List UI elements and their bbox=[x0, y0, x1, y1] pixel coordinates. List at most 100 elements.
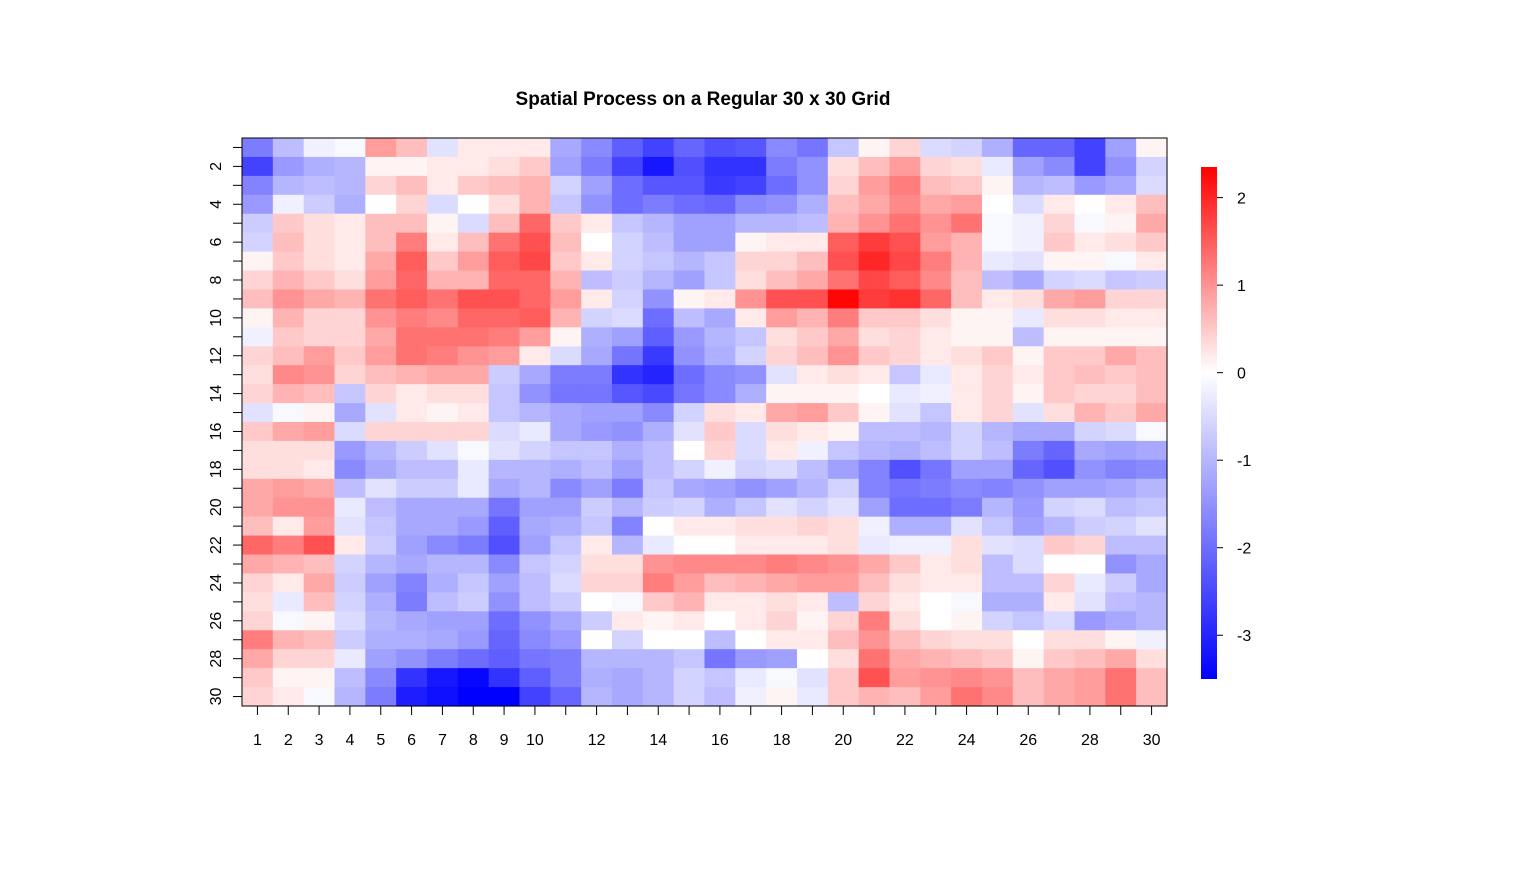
heatmap-cell bbox=[920, 630, 952, 650]
heatmap-cell bbox=[519, 573, 551, 593]
heatmap-cell bbox=[704, 535, 736, 556]
heatmap-cell bbox=[272, 478, 305, 499]
heatmap-cell bbox=[1136, 138, 1168, 158]
heatmap-cell bbox=[1105, 270, 1137, 291]
heatmap-cell bbox=[550, 327, 582, 347]
heatmap-cell bbox=[642, 308, 675, 328]
heatmap-cell bbox=[704, 308, 736, 328]
heatmap-cell bbox=[889, 251, 921, 272]
heatmap-cell bbox=[1012, 251, 1045, 272]
heatmap-cell bbox=[889, 497, 921, 518]
heatmap-cell bbox=[1012, 156, 1045, 177]
heatmap-cell bbox=[1012, 554, 1045, 575]
heatmap-cell bbox=[1043, 687, 1076, 707]
heatmap-cell bbox=[920, 213, 952, 234]
heatmap-cell bbox=[766, 175, 798, 196]
heatmap-cell bbox=[766, 440, 798, 461]
heatmap-cell bbox=[365, 422, 397, 442]
heatmap-cell bbox=[1074, 194, 1106, 215]
heatmap-cell bbox=[550, 459, 582, 480]
heatmap-cell bbox=[272, 194, 305, 215]
heatmap-cell bbox=[396, 365, 428, 385]
heatmap-cell bbox=[1074, 554, 1106, 575]
heatmap-cell bbox=[334, 384, 366, 404]
heatmap-cell bbox=[735, 497, 767, 518]
heatmap-cell bbox=[1012, 535, 1045, 556]
heatmap-cell bbox=[242, 327, 274, 347]
heatmap-cell bbox=[365, 668, 397, 688]
heatmap-cell bbox=[673, 516, 706, 537]
heatmap-cell bbox=[704, 440, 736, 461]
heatmap-cell bbox=[1105, 497, 1137, 518]
heatmap-cell bbox=[704, 687, 736, 707]
heatmap-cell bbox=[396, 649, 428, 669]
heatmap-cell bbox=[242, 573, 274, 593]
heatmap-cell bbox=[1043, 478, 1076, 499]
heatmap-cell bbox=[951, 156, 983, 177]
heatmap-cell bbox=[365, 440, 397, 461]
heatmap-cell bbox=[827, 403, 860, 423]
heatmap-cell bbox=[889, 138, 921, 158]
heatmap-cell bbox=[982, 403, 1014, 423]
heatmap-cell bbox=[457, 384, 490, 404]
heatmap-cell bbox=[704, 232, 736, 253]
heatmap-cell bbox=[1074, 535, 1106, 556]
heatmap-cell bbox=[1012, 630, 1045, 650]
heatmap-cell bbox=[797, 649, 829, 669]
heatmap-cell bbox=[1043, 346, 1076, 366]
heatmap-cell bbox=[951, 270, 983, 291]
heatmap-cell bbox=[303, 592, 336, 612]
heatmap-cell bbox=[488, 516, 521, 537]
heatmap-cell bbox=[1105, 308, 1137, 328]
heatmap-cell bbox=[797, 630, 829, 650]
heatmap-cell bbox=[365, 327, 397, 347]
heatmap-cell bbox=[1105, 251, 1137, 272]
heatmap-cell bbox=[550, 554, 582, 575]
heatmap-cell bbox=[488, 213, 521, 234]
heatmap-cell bbox=[827, 630, 860, 650]
heatmap-cell bbox=[457, 213, 490, 234]
heatmap-cell bbox=[488, 649, 521, 669]
heatmap-cell bbox=[1043, 308, 1076, 328]
heatmap-cell bbox=[581, 175, 613, 196]
heatmap-cell bbox=[519, 554, 551, 575]
heatmap-cell bbox=[1012, 327, 1045, 347]
heatmap-cell bbox=[920, 497, 952, 518]
heatmap-cell bbox=[642, 327, 675, 347]
heatmap-cell bbox=[1074, 422, 1106, 442]
heatmap-cell bbox=[1012, 649, 1045, 669]
heatmap-cell bbox=[797, 308, 829, 328]
heatmap-cell bbox=[982, 554, 1014, 575]
heatmap-cell bbox=[858, 554, 891, 575]
heatmap-cell bbox=[334, 516, 366, 537]
heatmap-cell bbox=[1074, 592, 1106, 612]
heatmap-cell bbox=[488, 327, 521, 347]
heatmap-cell bbox=[272, 554, 305, 575]
heatmap-cell bbox=[427, 327, 459, 347]
heatmap-cell bbox=[457, 592, 490, 612]
heatmap-cell bbox=[858, 403, 891, 423]
heatmap-cell bbox=[951, 459, 983, 480]
heatmap-cell bbox=[642, 592, 675, 612]
heatmap-cell bbox=[1136, 308, 1168, 328]
heatmap-cell bbox=[1136, 630, 1168, 650]
heatmap-cell bbox=[1074, 251, 1106, 272]
heatmap-cell bbox=[550, 478, 582, 499]
heatmap-cell bbox=[1136, 175, 1168, 196]
heatmap-cell bbox=[396, 403, 428, 423]
heatmap-cell bbox=[488, 668, 521, 688]
colorbar-tick-label: 0 bbox=[1237, 366, 1246, 383]
heatmap-cell bbox=[612, 630, 644, 650]
heatmap-cell bbox=[1105, 213, 1137, 234]
heatmap-cell bbox=[396, 497, 428, 518]
heatmap-cell bbox=[334, 668, 366, 688]
heatmap-cell bbox=[1136, 535, 1168, 556]
heatmap-cell bbox=[612, 327, 644, 347]
heatmap-cell bbox=[242, 346, 274, 366]
heatmap-cell bbox=[642, 497, 675, 518]
heatmap-cell bbox=[1074, 516, 1106, 537]
heatmap-cell bbox=[858, 440, 891, 461]
heatmap-cell bbox=[1105, 573, 1137, 593]
x-tick-label: 14 bbox=[649, 732, 667, 749]
heatmap-cell bbox=[982, 327, 1014, 347]
